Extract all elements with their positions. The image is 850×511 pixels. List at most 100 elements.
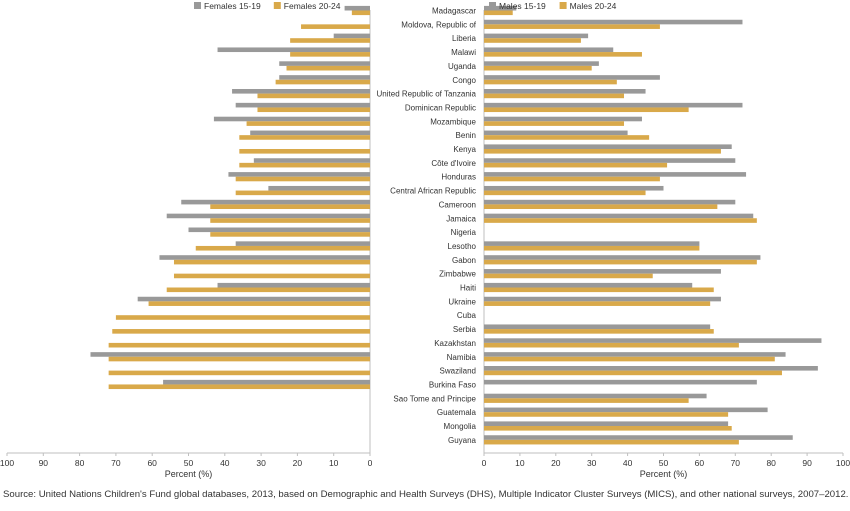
- male-bar-20-24-haiti: [484, 287, 714, 293]
- male-bar-15-19-guatemala: [484, 407, 768, 413]
- country-label-nigeria: Nigeria: [451, 228, 477, 237]
- country-labels: Madagascar Moldova, Republic of Liberia Mal…: [377, 7, 477, 445]
- male-bar-20-24-guyana: [484, 439, 739, 445]
- country-label-cuba: Cuba: [457, 311, 477, 320]
- country-label-lesotho: Lesotho: [448, 242, 477, 251]
- male-bar-15-19-united-republic-of-tanzania: [484, 89, 646, 94]
- male-bar-15-19-serbia: [484, 324, 711, 330]
- female-bar-15-19-benin: [250, 130, 370, 136]
- male-bar-15-19-kazakhstan: [484, 338, 822, 343]
- female-bar-20-24-moldova-republic-of: [301, 24, 370, 29]
- male-bar-15-19-moldova-republic-of: [484, 19, 743, 25]
- male-tick-label: 100: [836, 458, 850, 468]
- male-tick-label: 60: [695, 458, 705, 468]
- female-bar-15-19-dominican-republic: [235, 102, 370, 108]
- male-bar-20-24-swaziland: [484, 370, 782, 376]
- male-tick-label: 70: [731, 458, 741, 468]
- male-bar-15-19-central-african-republic: [484, 185, 664, 191]
- male-bar-15-19-sao-tome-and-principe: [484, 393, 707, 399]
- male-bar-15-19-benin: [484, 130, 628, 136]
- country-label-haiti: Haiti: [460, 284, 476, 293]
- female-tick-label: 10: [329, 458, 339, 468]
- male-bar-20-24-namibia: [484, 356, 775, 362]
- male-bar-15-19-gabon: [484, 255, 761, 260]
- female-bar-20-24-swaziland: [108, 370, 370, 376]
- female-tick-label: 0: [368, 458, 373, 468]
- country-label-serbia: Serbia: [453, 325, 477, 334]
- female-tick-label: 30: [256, 458, 266, 468]
- male-bar-20-24-mozambique: [484, 121, 625, 126]
- country-label-malawi: Malawi: [451, 48, 476, 57]
- male-bar-15-19-lesotho: [484, 241, 700, 246]
- female-legend-swatch-20-24: [273, 2, 281, 9]
- female-bar-20-24-dominican-republic: [257, 107, 370, 113]
- female-tick-label: 60: [147, 458, 157, 468]
- male-bar-15-19-zimbabwe: [484, 269, 721, 274]
- female-tick-label: 50: [184, 458, 194, 468]
- male-bar-20-24-ukraine: [484, 301, 711, 306]
- male-tick-label: 50: [659, 458, 669, 468]
- country-label-moldova-republic-of: Moldova, Republic of: [401, 20, 476, 29]
- male-bar-20-24-gabon: [484, 259, 757, 265]
- male-bar-20-24-central-african-republic: [484, 190, 646, 196]
- country-label-honduras: Honduras: [441, 173, 476, 182]
- male-bar-15-19-congo: [484, 75, 660, 80]
- female-tick-label: 90: [39, 458, 49, 468]
- female-tick-label: 80: [75, 458, 85, 468]
- female-bar-20-24-cameroon: [210, 204, 370, 209]
- male-bar-20-24-kenya: [484, 149, 721, 154]
- female-tick-label: 20: [293, 458, 303, 468]
- female-bar-20-24-united-republic-of-tanzania: [257, 93, 370, 99]
- male-bar-15-19-haiti: [484, 282, 693, 288]
- male-bar-20-24-liberia: [484, 38, 581, 43]
- male-bar-15-19-mongolia: [484, 421, 729, 426]
- female-bar-15-19-haiti: [217, 282, 370, 288]
- female-bar-15-19-uganda: [279, 61, 370, 66]
- female-bar-15-19-madagascar: [344, 5, 370, 11]
- male-bar-20-24-malawi: [484, 52, 642, 57]
- country-label-madagascar: Madagascar: [432, 7, 476, 16]
- male-bar-20-24-zimbabwe: [484, 273, 653, 279]
- country-label-united-republic-of-tanzania: United Republic of Tanzania: [377, 90, 477, 99]
- female-bar-20-24-cote-d-ivoire: [239, 162, 370, 168]
- female-bar-20-24-liberia: [290, 38, 370, 43]
- country-label-swaziland: Swaziland: [440, 367, 476, 376]
- male-tick-label: 40: [623, 458, 633, 468]
- female-tick-label: 70: [111, 458, 121, 468]
- country-label-kenya: Kenya: [453, 145, 476, 154]
- male-bar-20-24-sao-tome-and-principe: [484, 398, 689, 403]
- male-bar-20-24-guatemala: [484, 412, 729, 417]
- female-bar-15-19-cote-d-ivoire: [253, 158, 370, 163]
- male-bar-15-19-uganda: [484, 61, 599, 66]
- male-bar-20-24-jamaica: [484, 218, 757, 223]
- country-label-guyana: Guyana: [448, 436, 477, 445]
- female-bar-15-19-central-african-republic: [268, 185, 370, 191]
- male-bar-15-19-burkina-faso: [484, 379, 757, 385]
- female-tick-label: 40: [220, 458, 230, 468]
- female-bar-20-24-nigeria: [210, 232, 370, 237]
- female-bar-20-24-kenya: [239, 149, 370, 154]
- male-tick-label: 80: [766, 458, 776, 468]
- country-label-cameroon: Cameroon: [439, 200, 476, 209]
- male-bar-15-19-cote-d-ivoire: [484, 158, 736, 163]
- male-bar-15-19-mozambique: [484, 116, 642, 122]
- male-bar-15-19-swaziland: [484, 366, 818, 371]
- female-bar-15-19-malawi: [217, 47, 370, 53]
- female-bar-15-19-congo: [279, 75, 370, 80]
- male-x-axis-title: Percent (%): [640, 469, 688, 479]
- country-label-ukraine: Ukraine: [448, 297, 476, 306]
- female-bar-20-24-ukraine: [148, 301, 370, 306]
- female-x-axis-title: Percent (%): [165, 469, 213, 479]
- female-bar-20-24-serbia: [112, 329, 371, 334]
- country-label-liberia: Liberia: [452, 34, 477, 43]
- female-bar-20-24-uganda: [286, 65, 370, 71]
- country-label-jamaica: Jamaica: [446, 214, 476, 223]
- country-label-benin: Benin: [456, 131, 476, 140]
- female-bar-20-24-malawi: [290, 52, 370, 57]
- male-bar-20-24-united-republic-of-tanzania: [484, 93, 625, 99]
- female-bar-15-19-lesotho: [235, 241, 370, 246]
- male-bar-15-19-dominican-republic: [484, 102, 743, 108]
- female-bar-20-24-zimbabwe: [173, 273, 370, 279]
- male-legend-swatch-15-19: [489, 2, 496, 9]
